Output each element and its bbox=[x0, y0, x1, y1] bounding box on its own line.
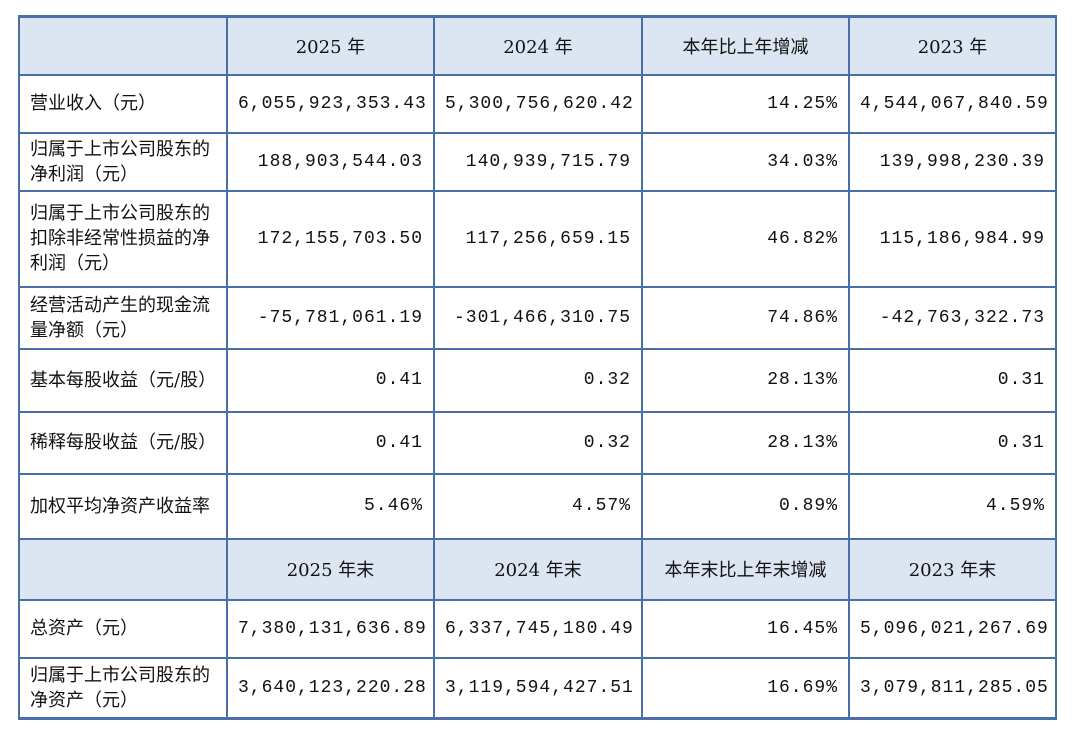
financial-table: 2025 年 2024 年本年比上年增减 2023 年营业收入（元） 6,055,92… bbox=[18, 15, 1057, 720]
value-cell: -42,763,322.73 bbox=[848, 285, 1057, 350]
header-cell: 2023 年 bbox=[848, 15, 1057, 76]
value-cell: 0.31 bbox=[848, 347, 1057, 413]
value-cell: 4.59% bbox=[848, 472, 1057, 540]
data-row: 归属于上市公司股东的净资产（元） 3,640,123,220.28 3,119,59… bbox=[18, 656, 1057, 720]
header-cell bbox=[18, 15, 228, 76]
table-body: 2025 年 2024 年本年比上年增减 2023 年营业收入（元） 6,055,92… bbox=[18, 15, 1057, 720]
value-cell: 3,640,123,220.28 bbox=[226, 656, 435, 720]
row-label: 归属于上市公司股东的扣除非经常性损益的净利润（元） bbox=[18, 189, 228, 288]
value-cell: 4,544,067,840.59 bbox=[848, 73, 1057, 134]
data-row: 稀释每股收益（元/股） 0.41 0.32 28.13% 0.31 bbox=[18, 410, 1057, 475]
data-row: 归属于上市公司股东的扣除非经常性损益的净利润（元） 172,155,703.50 1… bbox=[18, 189, 1057, 288]
value-cell: 14.25% bbox=[641, 73, 850, 134]
value-cell: 0.41 bbox=[226, 347, 435, 413]
data-row: 加权平均净资产收益率 5.46% 4.57% 0.89% 4.59% bbox=[18, 472, 1057, 540]
value-cell: 0.41 bbox=[226, 410, 435, 475]
value-cell: 140,939,715.79 bbox=[433, 131, 643, 192]
value-cell: 115,186,984.99 bbox=[848, 189, 1057, 288]
header-cell: 本年末比上年末增减 bbox=[641, 537, 850, 601]
value-cell: 34.03% bbox=[641, 131, 850, 192]
value-cell: 0.32 bbox=[433, 410, 643, 475]
data-row: 基本每股收益（元/股） 0.41 0.32 28.13% 0.31 bbox=[18, 347, 1057, 413]
header-cell bbox=[18, 537, 228, 601]
header-cell: 本年比上年增减 bbox=[641, 15, 850, 76]
data-row: 营业收入（元） 6,055,923,353.43 5,300,756,620.42 1… bbox=[18, 73, 1057, 134]
value-cell: 16.69% bbox=[641, 656, 850, 720]
header-cell: 2024 年末 bbox=[433, 537, 643, 601]
value-cell: 188,903,544.03 bbox=[226, 131, 435, 192]
value-cell: 5.46% bbox=[226, 472, 435, 540]
row-label: 经营活动产生的现金流量净额（元） bbox=[18, 285, 228, 350]
value-cell: 46.82% bbox=[641, 189, 850, 288]
value-cell: -301,466,310.75 bbox=[433, 285, 643, 350]
row-label: 归属于上市公司股东的净资产（元） bbox=[18, 656, 228, 720]
data-row: 总资产（元） 7,380,131,636.89 6,337,745,180.49 16… bbox=[18, 598, 1057, 659]
value-cell: 6,337,745,180.49 bbox=[433, 598, 643, 659]
value-cell: 5,096,021,267.69 bbox=[848, 598, 1057, 659]
value-cell: -75,781,061.19 bbox=[226, 285, 435, 350]
value-cell: 117,256,659.15 bbox=[433, 189, 643, 288]
row-label: 归属于上市公司股东的净利润（元） bbox=[18, 131, 228, 192]
value-cell: 172,155,703.50 bbox=[226, 189, 435, 288]
row-label: 加权平均净资产收益率 bbox=[18, 472, 228, 540]
header-cell: 2023 年末 bbox=[848, 537, 1057, 601]
value-cell: 6,055,923,353.43 bbox=[226, 73, 435, 134]
value-cell: 3,079,811,285.05 bbox=[848, 656, 1057, 720]
value-cell: 28.13% bbox=[641, 347, 850, 413]
value-cell: 3,119,594,427.51 bbox=[433, 656, 643, 720]
header-row: 2025 年 2024 年本年比上年增减 2023 年 bbox=[18, 15, 1057, 76]
header-cell: 2025 年末 bbox=[226, 537, 435, 601]
value-cell: 5,300,756,620.42 bbox=[433, 73, 643, 134]
row-label: 稀释每股收益（元/股） bbox=[18, 410, 228, 475]
value-cell: 74.86% bbox=[641, 285, 850, 350]
value-cell: 139,998,230.39 bbox=[848, 131, 1057, 192]
header-cell: 2025 年 bbox=[226, 15, 435, 76]
value-cell: 16.45% bbox=[641, 598, 850, 659]
value-cell: 28.13% bbox=[641, 410, 850, 475]
data-row: 经营活动产生的现金流量净额（元） -75,781,061.19 -301,466,3… bbox=[18, 285, 1057, 350]
value-cell: 0.31 bbox=[848, 410, 1057, 475]
value-cell: 0.89% bbox=[641, 472, 850, 540]
header-cell: 2024 年 bbox=[433, 15, 643, 76]
row-label: 营业收入（元） bbox=[18, 73, 228, 134]
value-cell: 0.32 bbox=[433, 347, 643, 413]
value-cell: 7,380,131,636.89 bbox=[226, 598, 435, 659]
row-label: 基本每股收益（元/股） bbox=[18, 347, 228, 413]
value-cell: 4.57% bbox=[433, 472, 643, 540]
data-row: 归属于上市公司股东的净利润（元） 188,903,544.03 140,939,71… bbox=[18, 131, 1057, 192]
row-label: 总资产（元） bbox=[18, 598, 228, 659]
header-row: 2025 年末 2024 年末 本年末比上年末增减 2023 年末 bbox=[18, 537, 1057, 601]
